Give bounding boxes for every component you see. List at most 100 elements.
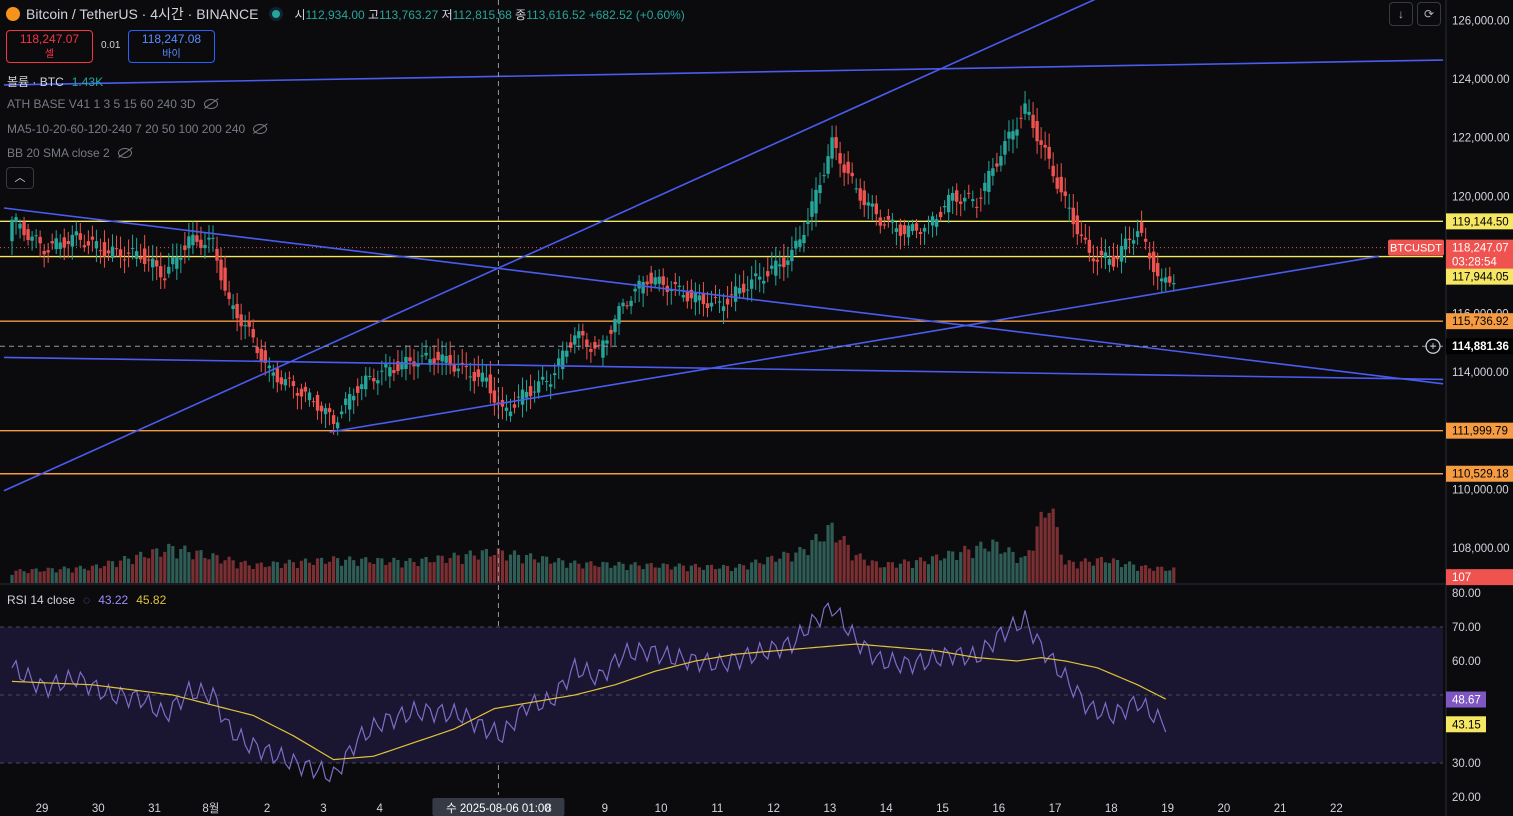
candle-body: [794, 240, 798, 249]
volume-bar: [1091, 565, 1095, 583]
volume-bar: [918, 557, 923, 583]
volume-bar: [460, 563, 464, 583]
candle-body: [243, 325, 247, 327]
volume-bar: [725, 565, 730, 583]
volume-bar: [1152, 570, 1156, 583]
volume-bar: [452, 552, 456, 583]
volume-bar: [557, 558, 561, 583]
volume-bar: [70, 572, 74, 583]
volume-bar: [191, 559, 195, 583]
candle-body: [432, 358, 436, 365]
volume-bar: [90, 565, 94, 583]
rsi-legend[interactable]: RSI 14 close ◌ 43.22 45.82: [7, 593, 166, 607]
candle-body: [858, 188, 862, 201]
hidden-eye-icon[interactable]: [253, 124, 268, 134]
time-tick-label: 30: [92, 803, 105, 815]
price-label: 110,529.18: [1452, 469, 1509, 481]
volume-bar: [131, 564, 135, 583]
buy-button[interactable]: 118,247.08 바이: [128, 30, 215, 63]
time-tick-label: 15: [936, 803, 949, 815]
candle-body: [408, 357, 412, 362]
market-open-icon: [272, 10, 281, 18]
candle-body: [955, 190, 959, 202]
volume-bar: [565, 567, 569, 583]
hidden-eye-icon[interactable]: [117, 148, 132, 158]
candle-body: [436, 351, 440, 361]
candle-body: [138, 257, 143, 260]
volume-bar: [846, 544, 850, 583]
volume-bar: [1095, 558, 1099, 583]
volume-bar: [263, 567, 267, 583]
candle-body: [569, 342, 573, 348]
candle-body: [934, 219, 939, 227]
hidden-eye-icon[interactable]: [203, 99, 218, 109]
candle-body: [247, 321, 251, 327]
volume-bar: [231, 560, 235, 583]
volume-bar: [906, 561, 911, 583]
volume-bar: [818, 541, 822, 583]
chevron-up-icon[interactable]: ︿: [6, 167, 34, 189]
candle-body: [331, 415, 336, 424]
candle-body: [926, 219, 931, 221]
volume-bar: [472, 555, 476, 583]
volume-bar: [553, 562, 557, 583]
sell-button[interactable]: 118,247.07 셀: [6, 30, 93, 63]
time-tick-label: 16: [992, 803, 1005, 815]
candle-body: [971, 199, 975, 202]
volume-bar: [637, 565, 641, 583]
ma-indicator[interactable]: MA5-10-20-60-120-240 7 20 50 100 200 240: [7, 122, 268, 136]
candle-body: [979, 197, 983, 199]
bitcoin-logo-icon: [6, 7, 20, 21]
candle-body: [597, 344, 601, 346]
candle-body: [1103, 252, 1108, 258]
volume-indicator[interactable]: 볼륨 · BTC 1.43K: [7, 73, 103, 90]
volume-bar: [18, 569, 22, 583]
volume-bar: [854, 555, 858, 583]
candle-body: [335, 422, 340, 429]
volume-bar: [770, 555, 774, 583]
volume-bar: [537, 562, 541, 583]
volume-bar: [360, 558, 364, 583]
ath-indicator[interactable]: ATH BASE V41 1 3 5 15 60 240 3D: [7, 97, 218, 111]
candle-body: [862, 190, 866, 206]
volume-bar: [629, 564, 633, 583]
candle-body: [82, 245, 87, 248]
volume-bar: [786, 552, 790, 583]
volume-bar: [577, 563, 581, 583]
time-tick-label: 9: [602, 803, 608, 815]
volume-bar: [999, 553, 1003, 583]
candle-body: [54, 238, 58, 250]
volume-bar: [605, 562, 609, 583]
candle-body: [826, 156, 830, 174]
volume-bar: [1083, 558, 1087, 583]
volume-bar: [195, 550, 199, 583]
volume-bar: [46, 567, 50, 583]
volume-bar: [416, 566, 420, 583]
candle-body: [733, 286, 738, 302]
candle-body: [167, 266, 171, 274]
candle-body: [251, 329, 255, 338]
volume-bar: [267, 566, 271, 583]
candle-body: [1143, 238, 1148, 242]
rsi-value: 43.22: [98, 593, 129, 607]
symbol-title[interactable]: Bitcoin / TetherUS · 4시간 · BINANCE: [26, 6, 259, 22]
bb-indicator[interactable]: BB 20 SMA close 2: [7, 146, 132, 160]
candle-body: [1043, 144, 1047, 148]
candle-body: [629, 300, 633, 307]
candle-body: [778, 264, 782, 267]
volume-bar: [1051, 508, 1055, 583]
volume-bar: [315, 558, 320, 583]
volume-bar: [436, 555, 440, 583]
refresh-icon[interactable]: ⟳: [1417, 2, 1441, 26]
candle-body: [532, 391, 537, 393]
volume-bar: [850, 560, 854, 583]
candle-body: [557, 358, 561, 367]
volume-bar: [673, 566, 677, 583]
candle-body: [122, 259, 127, 261]
arrow-down-icon[interactable]: ↓: [1389, 2, 1413, 26]
ma-label: MA5-10-20-60-120-240 7 20 50 100 200 240: [7, 122, 246, 136]
candle-body: [114, 248, 119, 250]
candle-body: [1063, 191, 1067, 196]
candle-body: [235, 303, 239, 319]
